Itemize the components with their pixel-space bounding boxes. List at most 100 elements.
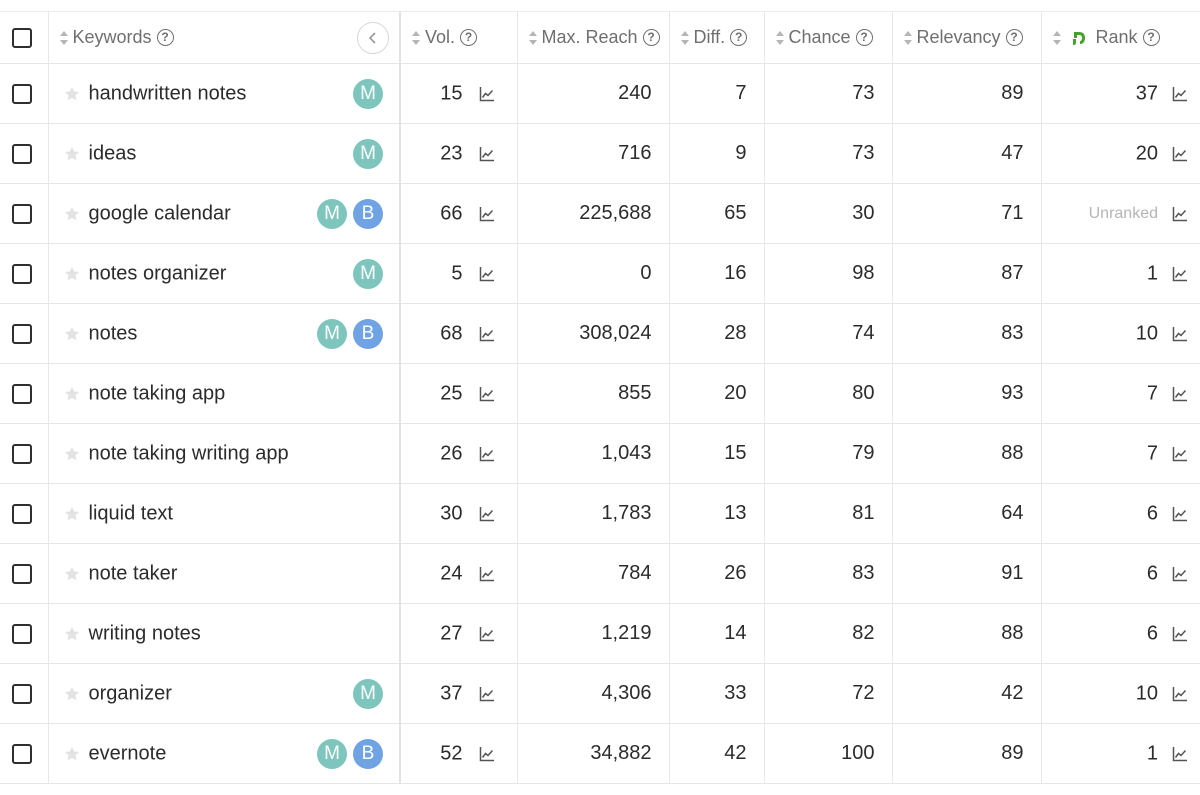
- trend-chart-icon[interactable]: [1172, 506, 1188, 522]
- col-keywords[interactable]: Keywords ?: [47, 11, 401, 64]
- trend-chart-icon[interactable]: [479, 626, 495, 642]
- max-reach-cell: 716: [516, 123, 670, 184]
- trend-chart-icon[interactable]: [1172, 86, 1188, 102]
- trend-chart-icon[interactable]: [479, 146, 495, 162]
- trend-chart-icon[interactable]: [479, 386, 495, 402]
- keyword-text[interactable]: organizer: [88, 682, 172, 704]
- table-row[interactable]: note taker 24 784 26 83 91 6: [0, 543, 1200, 604]
- star-icon[interactable]: [63, 265, 81, 283]
- trend-chart-icon[interactable]: [1172, 266, 1188, 282]
- source-badge-m[interactable]: M: [353, 678, 383, 709]
- star-icon[interactable]: [63, 745, 81, 763]
- trend-chart-icon[interactable]: [479, 266, 495, 282]
- keyword-text[interactable]: note taker: [88, 562, 178, 584]
- rank-value: 10: [1135, 682, 1158, 704]
- table-row[interactable]: note taking app 25 855 20 80 93 7: [0, 363, 1200, 424]
- star-icon[interactable]: [63, 445, 81, 463]
- trend-chart-icon[interactable]: [479, 326, 495, 342]
- help-icon[interactable]: ?: [642, 29, 660, 46]
- keyword-text[interactable]: notes: [88, 322, 138, 344]
- help-icon[interactable]: ?: [730, 29, 748, 46]
- row-checkbox[interactable]: [12, 263, 32, 284]
- trend-chart-icon[interactable]: [1172, 206, 1188, 222]
- source-badge-m[interactable]: M: [317, 738, 347, 769]
- star-icon[interactable]: [63, 385, 81, 403]
- table-row[interactable]: organizer M 37 4,306 33 72 42 10: [0, 663, 1200, 724]
- col-chance[interactable]: Chance ?: [763, 11, 893, 64]
- star-icon[interactable]: [63, 85, 81, 103]
- star-icon[interactable]: [63, 685, 81, 703]
- row-checkbox[interactable]: [12, 323, 32, 344]
- source-badge-m[interactable]: M: [317, 198, 347, 229]
- collapse-column-button[interactable]: [357, 21, 389, 54]
- table-row[interactable]: liquid text 30 1,783 13 81 64 6: [0, 483, 1200, 544]
- star-icon[interactable]: [63, 625, 81, 643]
- row-checkbox[interactable]: [12, 383, 32, 404]
- table-row[interactable]: note taking writing app 26 1,043 15 79 8…: [0, 423, 1200, 484]
- row-checkbox[interactable]: [12, 743, 32, 764]
- star-icon[interactable]: [63, 145, 81, 163]
- help-icon[interactable]: ?: [460, 29, 478, 46]
- trend-chart-icon[interactable]: [479, 86, 495, 102]
- keyword-text[interactable]: writing notes: [88, 622, 201, 644]
- row-checkbox[interactable]: [12, 563, 32, 584]
- row-checkbox[interactable]: [12, 203, 32, 224]
- keyword-text[interactable]: ideas: [88, 142, 137, 164]
- trend-chart-icon[interactable]: [1172, 146, 1188, 162]
- source-badge-m[interactable]: M: [353, 138, 383, 169]
- trend-chart-icon[interactable]: [1172, 326, 1188, 342]
- keyword-text[interactable]: google calendar: [88, 202, 231, 224]
- trend-chart-icon[interactable]: [1172, 566, 1188, 582]
- trend-chart-icon[interactable]: [479, 506, 495, 522]
- help-icon[interactable]: ?: [855, 29, 873, 46]
- trend-chart-icon[interactable]: [479, 206, 495, 222]
- trend-chart-icon[interactable]: [479, 686, 495, 702]
- source-badge-m[interactable]: M: [353, 258, 383, 289]
- col-vol[interactable]: Vol. ?: [399, 11, 518, 64]
- row-checkbox[interactable]: [12, 443, 32, 464]
- source-badge-m[interactable]: M: [317, 318, 347, 349]
- row-checkbox[interactable]: [12, 683, 32, 704]
- table-row[interactable]: notes organizer M 5 0 16 98 87 1: [0, 243, 1200, 304]
- table-row[interactable]: writing notes 27 1,219 14 82 88 6: [0, 603, 1200, 664]
- col-relevancy[interactable]: Relevancy ?: [891, 11, 1042, 64]
- trend-chart-icon[interactable]: [479, 446, 495, 462]
- trend-chart-icon[interactable]: [1172, 386, 1188, 402]
- keyword-text[interactable]: note taking app: [88, 382, 226, 404]
- help-icon[interactable]: ?: [1005, 29, 1023, 46]
- keyword-text[interactable]: notes organizer: [88, 262, 227, 284]
- trend-chart-icon[interactable]: [1172, 626, 1188, 642]
- source-badge-b[interactable]: B: [353, 318, 383, 349]
- help-icon[interactable]: ?: [156, 29, 174, 46]
- select-all-checkbox[interactable]: [12, 28, 32, 49]
- row-checkbox[interactable]: [12, 143, 32, 164]
- row-checkbox[interactable]: [12, 623, 32, 644]
- trend-chart-icon[interactable]: [1172, 446, 1188, 462]
- row-checkbox[interactable]: [12, 83, 32, 104]
- col-max-reach[interactable]: Max. Reach ?: [516, 11, 670, 64]
- keyword-text[interactable]: handwritten notes: [88, 82, 247, 104]
- table-row[interactable]: handwritten notes M 15 240 7 73 89 37: [0, 63, 1200, 124]
- star-icon[interactable]: [63, 205, 81, 223]
- keyword-text[interactable]: liquid text: [88, 502, 174, 524]
- trend-chart-icon[interactable]: [1172, 746, 1188, 762]
- table-row[interactable]: ideas M 23 716 9 73 47 20: [0, 123, 1200, 184]
- source-badge-m[interactable]: M: [353, 78, 383, 109]
- keyword-text[interactable]: evernote: [88, 742, 167, 764]
- trend-chart-icon[interactable]: [479, 566, 495, 582]
- col-diff[interactable]: Diff. ?: [668, 11, 765, 64]
- trend-chart-icon[interactable]: [479, 746, 495, 762]
- star-icon[interactable]: [63, 565, 81, 583]
- star-icon[interactable]: [63, 325, 81, 343]
- star-icon[interactable]: [63, 505, 81, 523]
- source-badge-b[interactable]: B: [353, 738, 383, 769]
- help-icon[interactable]: ?: [1142, 29, 1160, 46]
- source-badge-b[interactable]: B: [353, 198, 383, 229]
- trend-chart-icon[interactable]: [1172, 686, 1188, 702]
- col-rank[interactable]: Rank ?: [1040, 11, 1200, 64]
- row-checkbox[interactable]: [12, 503, 32, 524]
- keyword-text[interactable]: note taking writing app: [88, 442, 289, 464]
